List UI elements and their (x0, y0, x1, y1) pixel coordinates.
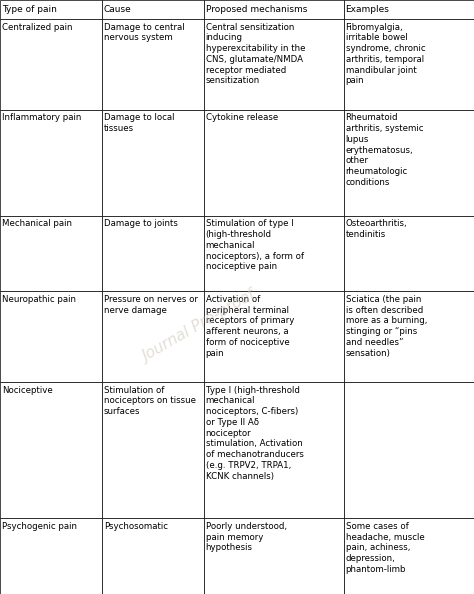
Bar (0, 110, 102, 216)
Bar (0, 216, 102, 292)
Bar (0, 0, 102, 19)
Text: Psychogenic pain: Psychogenic pain (2, 522, 77, 531)
Bar (0, 519, 102, 594)
Bar (102, 110, 204, 216)
Text: Stimulation of
nociceptors on tissue
surfaces: Stimulation of nociceptors on tissue sur… (104, 386, 196, 416)
Text: Some cases of
headache, muscle
pain, achiness,
depression,
phantom-limb: Some cases of headache, muscle pain, ach… (346, 522, 424, 574)
Text: Centralized pain: Centralized pain (2, 23, 73, 31)
Text: Poorly understood,
pain memory
hypothesis: Poorly understood, pain memory hypothesi… (206, 522, 287, 552)
Text: Central sensitization
inducing
hyperexcitability in the
CNS, glutamate/NMDA
rece: Central sensitization inducing hyperexci… (206, 23, 305, 86)
Text: Type of pain: Type of pain (2, 5, 57, 14)
Text: Type I (high-threshold
mechanical
nociceptors, C-fibers)
or Type II Aδ
nocicepto: Type I (high-threshold mechanical nocice… (206, 386, 303, 481)
Bar (344, 382, 474, 519)
Text: Damage to joints: Damage to joints (104, 219, 178, 228)
Text: Osteoarthritis,
tendinitis: Osteoarthritis, tendinitis (346, 219, 407, 239)
Bar (204, 216, 344, 292)
Bar (344, 292, 474, 382)
Text: Damage to local
tissues: Damage to local tissues (104, 113, 174, 133)
Text: Pressure on nerves or
nerve damage: Pressure on nerves or nerve damage (104, 295, 198, 315)
Bar (0, 382, 102, 519)
Text: Psychosomatic: Psychosomatic (104, 522, 168, 531)
Bar (0, 292, 102, 382)
Bar (102, 519, 204, 594)
Bar (204, 382, 344, 519)
Text: Neuropathic pain: Neuropathic pain (2, 295, 76, 304)
Bar (102, 0, 204, 19)
Text: Rheumatoid
arthritis, systemic
lupus
erythematosus,
other
rheumatologic
conditio: Rheumatoid arthritis, systemic lupus ery… (346, 113, 423, 187)
Text: Examples: Examples (346, 5, 390, 14)
Bar (204, 110, 344, 216)
Bar (204, 0, 344, 19)
Text: Journal Pre-proof: Journal Pre-proof (140, 288, 258, 365)
Text: Cytokine release: Cytokine release (206, 113, 278, 122)
Text: Damage to central
nervous system: Damage to central nervous system (104, 23, 184, 42)
Text: Nociceptive: Nociceptive (2, 386, 53, 395)
Text: Stimulation of type I
(high-threshold
mechanical
nociceptors), a form of
nocicep: Stimulation of type I (high-threshold me… (206, 219, 304, 271)
Bar (344, 110, 474, 216)
Bar (102, 292, 204, 382)
Text: Activation of
peripheral terminal
receptors of primary
afferent neurons, a
form : Activation of peripheral terminal recept… (206, 295, 294, 358)
Text: Inflammatory pain: Inflammatory pain (2, 113, 81, 122)
Bar (102, 382, 204, 519)
Bar (102, 19, 204, 110)
Bar (204, 19, 344, 110)
Bar (344, 0, 474, 19)
Bar (204, 519, 344, 594)
Bar (102, 216, 204, 292)
Text: Mechanical pain: Mechanical pain (2, 219, 72, 228)
Text: Cause: Cause (104, 5, 132, 14)
Text: Sciatica (the pain
is often described
more as a burning,
stinging or “pins
and n: Sciatica (the pain is often described mo… (346, 295, 427, 358)
Bar (0, 19, 102, 110)
Bar (344, 216, 474, 292)
Bar (204, 292, 344, 382)
Text: Proposed mechanisms: Proposed mechanisms (206, 5, 307, 14)
Text: Fibromyalgia,
irritable bowel
syndrome, chronic
arthritis, temporal
mandibular j: Fibromyalgia, irritable bowel syndrome, … (346, 23, 425, 86)
Bar (344, 19, 474, 110)
Bar (344, 519, 474, 594)
